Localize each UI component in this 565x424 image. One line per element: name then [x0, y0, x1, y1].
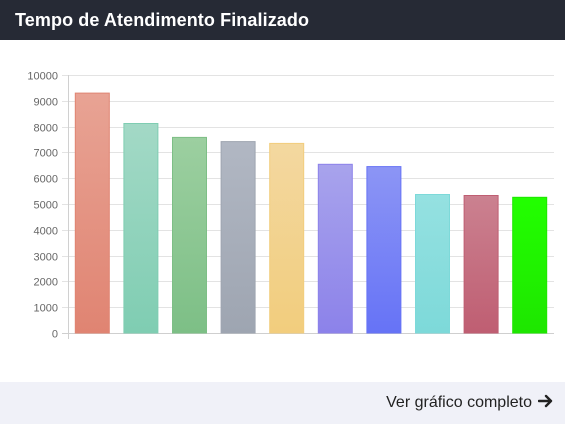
y-tick-label: 0: [52, 329, 58, 341]
y-tick-label: 4000: [34, 226, 58, 238]
bar-chart: 0 1000 2000 3000 4000 5000 6000 7000 8000 9000 100…: [27, 71, 554, 341]
card-footer: Ver gráfico completo: [0, 382, 565, 424]
y-tick-label: 8000: [34, 123, 58, 135]
bar: [366, 166, 402, 334]
y-tick-label: 1000: [34, 303, 58, 315]
bar: [220, 141, 256, 334]
y-tick-label: 10000: [27, 71, 58, 83]
y-tick-label: 3000: [34, 252, 58, 264]
card-header: Tempo de Atendimento Finalizado: [0, 0, 565, 40]
bar: [317, 163, 353, 334]
arrow-right-icon: [537, 394, 553, 413]
bar: [512, 196, 548, 334]
bar: [269, 142, 305, 334]
bar: [463, 195, 499, 334]
y-tick-label: 9000: [34, 97, 58, 109]
y-tick-label: 6000: [34, 174, 58, 186]
bar: [123, 123, 159, 334]
view-full-chart-label: Ver gráfico completo: [386, 394, 532, 411]
y-tick-label: 2000: [34, 277, 58, 289]
card-title: Tempo de Atendimento Finalizado: [15, 9, 310, 30]
y-tick-label: 5000: [34, 200, 58, 212]
bar: [172, 136, 207, 334]
chart-area: 0 1000 2000 3000 4000 5000 6000 7000 8000 9000 100…: [0, 40, 565, 382]
bar: [74, 92, 110, 334]
view-full-chart-link[interactable]: Ver gráfico completo: [386, 394, 553, 413]
y-tick-label: 7000: [34, 148, 58, 160]
bar: [415, 194, 450, 334]
